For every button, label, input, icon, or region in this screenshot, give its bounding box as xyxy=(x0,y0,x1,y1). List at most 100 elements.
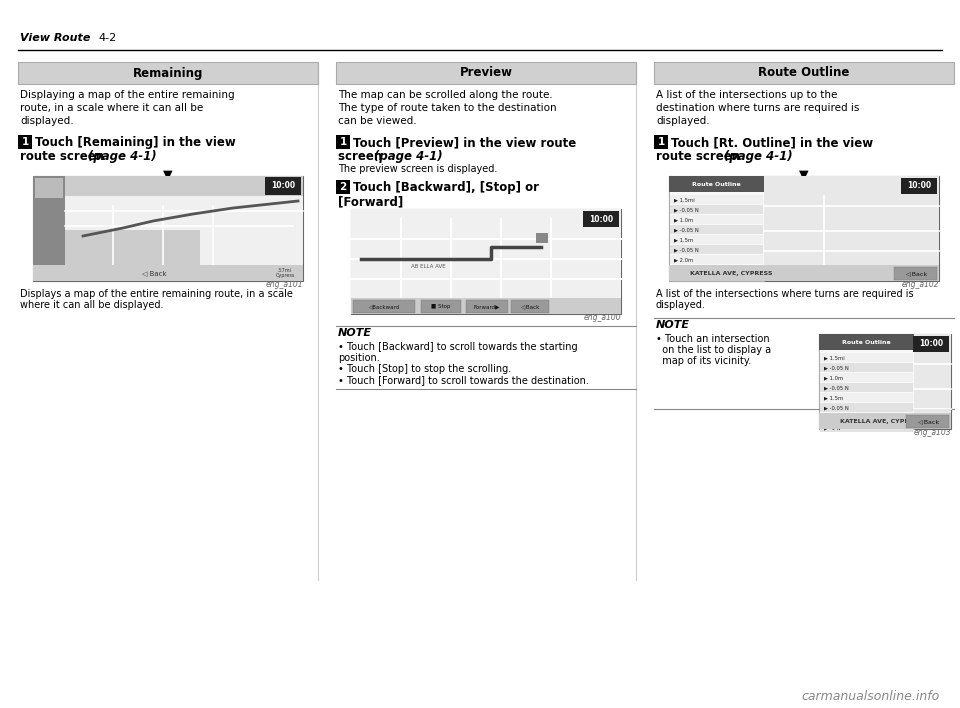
Text: position.: position. xyxy=(338,353,380,363)
Text: displayed.: displayed. xyxy=(656,300,706,310)
Bar xyxy=(820,363,913,372)
Bar xyxy=(670,235,763,244)
Bar xyxy=(914,334,951,413)
Text: KATELLA AVE, CYPRESS: KATELLA AVE, CYPRESS xyxy=(840,418,923,423)
Text: destination where turns are required is: destination where turns are required is xyxy=(656,103,859,113)
Text: 3.7mi
Cypress: 3.7mi Cypress xyxy=(276,268,295,278)
Bar xyxy=(35,178,63,198)
Bar xyxy=(654,62,954,84)
Bar xyxy=(351,209,621,298)
Text: A list of the intersections where turns are required is: A list of the intersections where turns … xyxy=(656,289,914,299)
Bar xyxy=(669,176,764,281)
Text: 10:00: 10:00 xyxy=(907,181,931,190)
Bar xyxy=(336,180,350,194)
Text: Displays a map of the entire remaining route, in a scale: Displays a map of the entire remaining r… xyxy=(20,289,293,299)
Text: where it can all be displayed.: where it can all be displayed. xyxy=(20,300,163,310)
Text: Preview: Preview xyxy=(460,67,513,79)
Bar xyxy=(265,177,301,195)
Bar xyxy=(819,334,914,350)
Bar xyxy=(670,245,763,254)
Bar xyxy=(669,176,939,281)
Text: NOTE: NOTE xyxy=(656,320,690,330)
Text: The type of route taken to the destination: The type of route taken to the destinati… xyxy=(338,103,557,113)
Bar xyxy=(820,373,913,382)
Bar xyxy=(820,423,913,432)
Text: Touch [Preview] in the view route: Touch [Preview] in the view route xyxy=(353,136,576,149)
Text: ◁ Back: ◁ Back xyxy=(142,270,167,276)
Bar xyxy=(65,176,303,196)
Text: • Touch [Stop] to stop the scrolling.: • Touch [Stop] to stop the scrolling. xyxy=(338,364,512,374)
Text: AB ELLA AVE: AB ELLA AVE xyxy=(411,265,445,270)
Text: ▶ -0.05 N: ▶ -0.05 N xyxy=(824,405,849,410)
Bar xyxy=(336,135,350,149)
Text: ▶ -0.05 N: ▶ -0.05 N xyxy=(824,365,849,370)
Text: KATELLA AVE, CYPRESS: KATELLA AVE, CYPRESS xyxy=(690,270,773,275)
Text: ■ Stop: ■ Stop xyxy=(431,304,451,309)
Bar xyxy=(820,413,913,422)
Bar xyxy=(819,413,951,429)
Text: Route Outline: Route Outline xyxy=(842,340,891,345)
Text: displayed.: displayed. xyxy=(656,116,709,126)
Text: ▼: ▼ xyxy=(799,168,809,181)
Text: (page 4-1): (page 4-1) xyxy=(374,150,443,163)
Bar xyxy=(33,265,303,281)
Bar xyxy=(351,209,621,314)
Bar xyxy=(670,195,763,204)
Text: • Touch [Forward] to scroll towards the destination.: • Touch [Forward] to scroll towards the … xyxy=(338,375,588,385)
Text: View Route: View Route xyxy=(20,33,90,43)
Text: ▶ -0.05 N: ▶ -0.05 N xyxy=(824,385,849,390)
Text: ▶ 2.0m: ▶ 2.0m xyxy=(824,415,843,420)
Bar xyxy=(583,211,619,227)
Text: ▶ 2.0m: ▶ 2.0m xyxy=(674,257,693,262)
Text: eng_a100: eng_a100 xyxy=(584,313,621,322)
Text: 4-2: 4-2 xyxy=(98,33,116,43)
Bar xyxy=(421,300,461,313)
Text: on the list to display a: on the list to display a xyxy=(656,345,771,355)
Text: ◁Backward: ◁Backward xyxy=(369,304,399,309)
Text: route screen: route screen xyxy=(656,150,744,163)
Bar xyxy=(65,192,303,265)
Text: ◁ Back: ◁ Back xyxy=(917,419,939,424)
Text: displayed.: displayed. xyxy=(20,116,74,126)
Bar xyxy=(906,415,949,428)
Text: [Forward]: [Forward] xyxy=(338,195,403,208)
Text: ▶ -1 N: ▶ -1 N xyxy=(824,425,840,430)
Text: The preview screen is displayed.: The preview screen is displayed. xyxy=(338,164,497,174)
Bar xyxy=(819,334,951,429)
Text: 2: 2 xyxy=(340,182,347,192)
Text: ▶ -0.05 N: ▶ -0.05 N xyxy=(674,207,699,212)
Bar xyxy=(336,62,636,84)
Text: ▼: ▼ xyxy=(163,168,173,181)
Bar xyxy=(820,393,913,402)
Bar xyxy=(669,265,939,281)
Text: • Touch an intersection: • Touch an intersection xyxy=(656,334,770,344)
Text: ◁ Back: ◁ Back xyxy=(905,271,927,276)
Text: ▶ 1.5mi: ▶ 1.5mi xyxy=(824,355,845,360)
Text: ▶ 1.5m: ▶ 1.5m xyxy=(674,237,693,242)
Text: Route Outline: Route Outline xyxy=(692,181,741,186)
Text: ▶ 1.5mi: ▶ 1.5mi xyxy=(674,197,695,202)
Bar xyxy=(901,178,937,194)
Text: Displaying a map of the entire remaining: Displaying a map of the entire remaining xyxy=(20,90,234,100)
Text: NOTE: NOTE xyxy=(338,328,372,338)
Bar xyxy=(511,300,549,313)
Text: 1: 1 xyxy=(340,137,347,147)
Text: eng_a103: eng_a103 xyxy=(913,428,951,437)
Text: Touch [Backward], [Stop] or: Touch [Backward], [Stop] or xyxy=(353,181,539,194)
FancyBboxPatch shape xyxy=(65,230,200,265)
Bar xyxy=(466,300,508,313)
Bar xyxy=(18,135,32,149)
Text: ▶ -0.05 N: ▶ -0.05 N xyxy=(674,227,699,232)
Bar xyxy=(670,205,763,214)
Bar xyxy=(351,298,621,314)
Text: ◁ Back: ◁ Back xyxy=(520,304,540,309)
Text: Remaining: Remaining xyxy=(132,67,204,79)
Text: ▶ 1.5m: ▶ 1.5m xyxy=(824,395,843,400)
Bar xyxy=(33,176,65,281)
Bar xyxy=(820,353,913,362)
Bar xyxy=(670,225,763,234)
Text: ▶ 1.0m: ▶ 1.0m xyxy=(674,217,693,222)
Bar xyxy=(894,267,937,280)
Text: eng_a101: eng_a101 xyxy=(265,280,303,289)
Bar xyxy=(764,176,939,265)
